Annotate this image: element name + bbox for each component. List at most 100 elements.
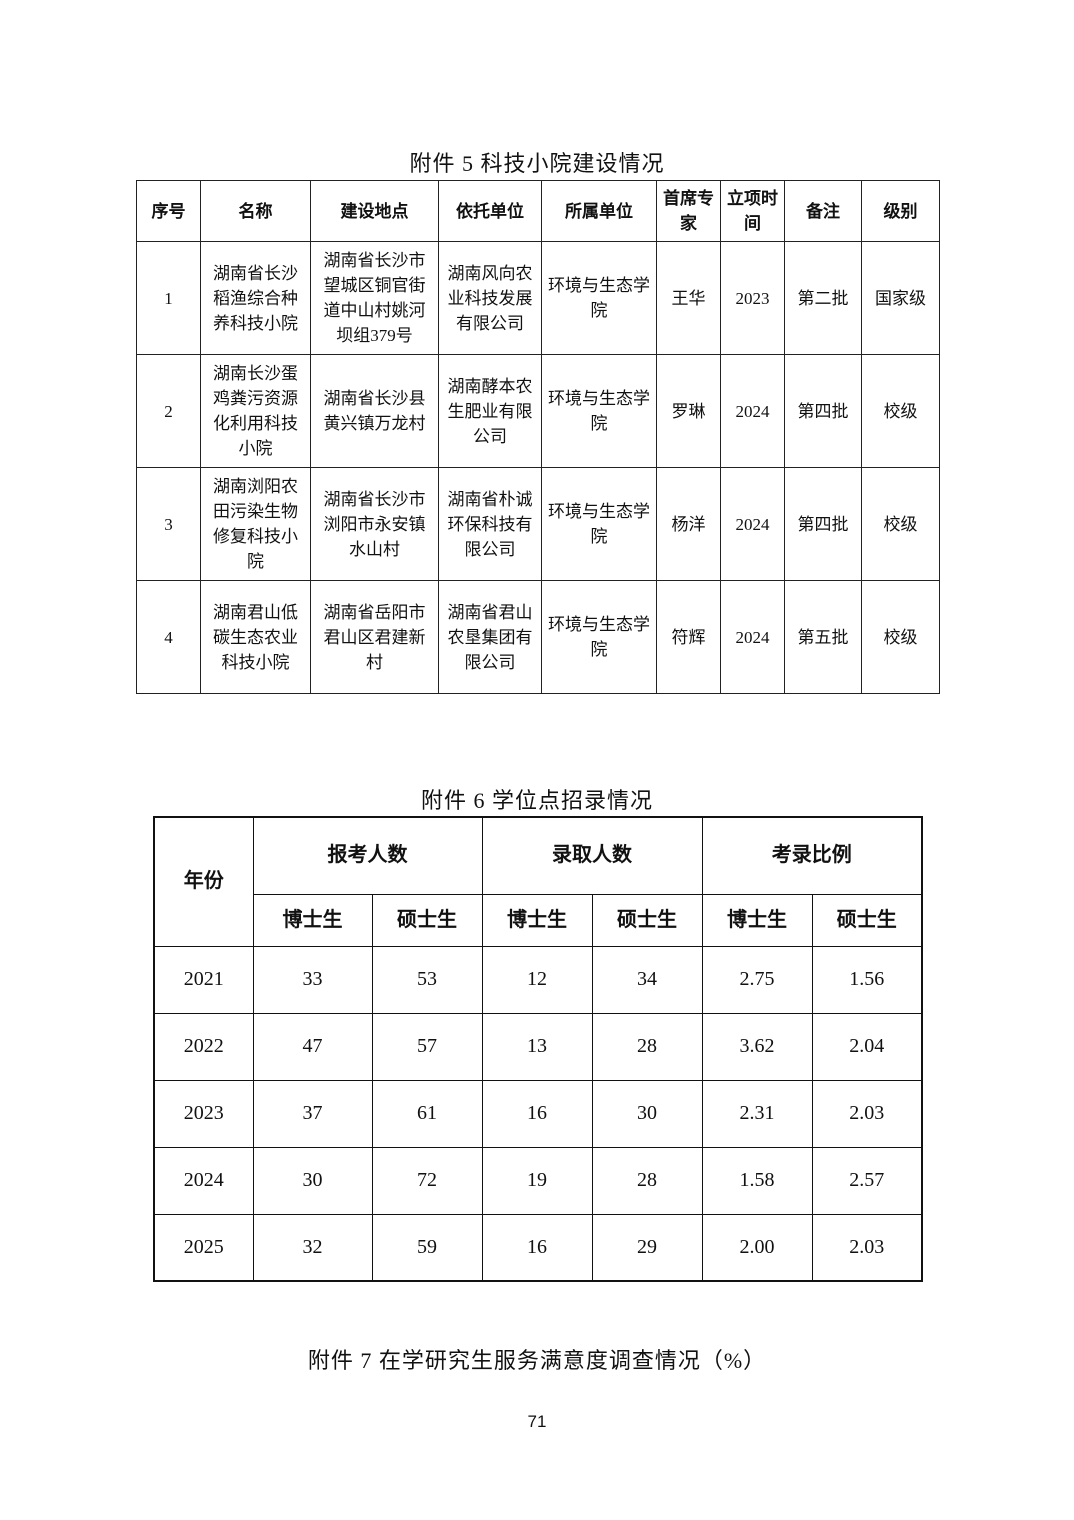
column-header: 序号 — [136, 180, 201, 242]
column-header: 名称 — [200, 180, 311, 242]
table-cell: 19 — [481, 1146, 593, 1215]
table-cell: 29 — [591, 1213, 703, 1282]
table-cell: 湖南长沙蛋鸡粪污资源化利用科技小院 — [200, 354, 311, 468]
table-cell: 2.04 — [811, 1012, 923, 1081]
table-cell: 2.00 — [701, 1213, 813, 1282]
table-cell: 第五批 — [784, 580, 862, 694]
table-cell: 72 — [371, 1146, 483, 1215]
table-cell: 环境与生态学院 — [541, 580, 657, 694]
table-cell: 校级 — [861, 467, 940, 581]
table-cell: 30 — [591, 1079, 703, 1148]
table-cell: 环境与生态学院 — [541, 467, 657, 581]
table-cell: 湖南浏阳农田污染生物修复科技小院 — [200, 467, 311, 581]
table-cell: 湖南省岳阳市君山区君建新村 — [310, 580, 439, 694]
table-cell: 37 — [252, 1079, 373, 1148]
table-cell: 12 — [481, 945, 593, 1014]
table-row: 3 湖南浏阳农田污染生物修复科技小院 湖南省长沙市浏阳市永安镇水山村 湖南省朴诚环保科… — [136, 467, 940, 581]
column-header: 建设地点 — [310, 180, 439, 242]
table-cell: 59 — [371, 1213, 483, 1282]
sub-header: 硕士生 — [811, 893, 923, 947]
table-cell: 16 — [481, 1213, 593, 1282]
table5-title: 附件 5 科技小院建设情况 — [409, 151, 665, 176]
table-cell: 湖南省长沙县黄兴镇万龙村 — [310, 354, 439, 468]
table-cell: 2025 — [153, 1213, 254, 1282]
table-cell: 湖南省长沙市望城区铜官街道中山村姚河坝组379号 — [310, 241, 439, 355]
table7-title: 附件 7 在学研究生服务满意度调查情况（%） — [307, 1348, 767, 1373]
table-cell: 第四批 — [784, 354, 862, 468]
table-cell: 第四批 — [784, 467, 862, 581]
column-header: 依托单位 — [438, 180, 542, 242]
table-cell: 校级 — [861, 354, 940, 468]
column-header: 首席专家 — [656, 180, 721, 242]
science-courtyard-table: 序号 名称 建设地点 依托单位 所属单位 首席专家 立项时间 备注 级别 1 湖南省长沙稻渔综合种… — [136, 180, 940, 694]
table-cell: 湖南君山低碳生态农业科技小院 — [200, 580, 311, 694]
table-cell: 校级 — [861, 580, 940, 694]
year-header: 年份 — [153, 816, 254, 947]
sub-header: 硕士生 — [591, 893, 703, 947]
table-cell: 30 — [252, 1146, 373, 1215]
table-cell: 2024 — [153, 1146, 254, 1215]
table-sub-header-row: 博士生 硕士生 博士生 硕士生 博士生 硕士生 — [154, 893, 923, 947]
table-cell: 28 — [591, 1146, 703, 1215]
table-row: 4 湖南君山低碳生态农业科技小院 湖南省岳阳市君山区君建新村 湖南省君山农垦集团有限公… — [136, 580, 940, 694]
table-cell: 湖南风向农业科技发展有限公司 — [438, 241, 542, 355]
table-cell: 4 — [136, 580, 201, 694]
table-cell: 2.75 — [701, 945, 813, 1014]
table-cell: 3 — [136, 467, 201, 581]
table-cell: 2024 — [720, 580, 785, 694]
table-cell: 61 — [371, 1079, 483, 1148]
table-cell: 1.58 — [701, 1146, 813, 1215]
table-group-header-row: 年份 报考人数 录取人数 考录比例 — [153, 816, 923, 947]
table-cell: 王华 — [656, 241, 721, 355]
table-cell: 2.31 — [701, 1079, 813, 1148]
table-cell: 32 — [252, 1213, 373, 1282]
table-cell: 13 — [481, 1012, 593, 1081]
sub-header: 硕士生 — [371, 893, 483, 947]
table-cell: 国家级 — [861, 241, 940, 355]
table-row: 2 湖南长沙蛋鸡粪污资源化利用科技小院 湖南省长沙县黄兴镇万龙村 湖南酵本农生肥业有限… — [136, 354, 940, 468]
page-number: 71 — [527, 1412, 547, 1431]
table-cell: 28 — [591, 1012, 703, 1081]
table-cell: 湖南酵本农生肥业有限公司 — [438, 354, 542, 468]
table-cell: 罗琳 — [656, 354, 721, 468]
table-row: 2021 33 53 12 34 2.75 1.56 — [153, 945, 923, 1014]
table-cell: 2024 — [720, 354, 785, 468]
table-row: 2023 37 61 16 30 2.31 2.03 — [153, 1079, 923, 1148]
table-cell: 符辉 — [656, 580, 721, 694]
table-row: 2022 47 57 13 28 3.62 2.04 — [153, 1012, 923, 1081]
table-cell: 环境与生态学院 — [541, 354, 657, 468]
table-cell: 2.57 — [811, 1146, 923, 1215]
table-cell: 34 — [591, 945, 703, 1014]
table-row: 2024 30 72 19 28 1.58 2.57 — [153, 1146, 923, 1215]
table-header-row: 序号 名称 建设地点 依托单位 所属单位 首席专家 立项时间 备注 级别 — [136, 180, 940, 242]
table-cell: 2022 — [153, 1012, 254, 1081]
table-row: 1 湖南省长沙稻渔综合种养科技小院 湖南省长沙市望城区铜官街道中山村姚河坝组379号… — [136, 241, 940, 355]
table-cell: 湖南省君山农垦集团有限公司 — [438, 580, 542, 694]
table-cell: 2023 — [153, 1079, 254, 1148]
table-cell: 33 — [252, 945, 373, 1014]
table-cell: 2 — [136, 354, 201, 468]
table-cell: 环境与生态学院 — [541, 241, 657, 355]
table-cell: 2021 — [153, 945, 254, 1014]
column-header: 级别 — [861, 180, 940, 242]
table-cell: 2.03 — [811, 1079, 923, 1148]
table-cell: 杨洋 — [656, 467, 721, 581]
table-cell: 47 — [252, 1012, 373, 1081]
table-cell: 湖南省朴诚环保科技有限公司 — [438, 467, 542, 581]
column-header: 备注 — [784, 180, 862, 242]
group-header: 报考人数 — [252, 816, 483, 895]
sub-header: 博士生 — [252, 893, 373, 947]
table6-title: 附件 6 学位点招录情况 — [420, 788, 653, 813]
table-cell: 2023 — [720, 241, 785, 355]
degree-enrollment-table: 年份 报考人数 录取人数 考录比例 博士生 硕士生 博士生 硕士生 博士生 硕士生 202… — [153, 816, 923, 1282]
table-cell: 57 — [371, 1012, 483, 1081]
table-cell: 53 — [371, 945, 483, 1014]
table-cell: 3.62 — [701, 1012, 813, 1081]
group-header: 考录比例 — [701, 816, 923, 895]
column-header: 所属单位 — [541, 180, 657, 242]
sub-header: 博士生 — [701, 893, 813, 947]
table-cell: 湖南省长沙稻渔综合种养科技小院 — [200, 241, 311, 355]
table-cell: 2024 — [720, 467, 785, 581]
table-cell: 湖南省长沙市浏阳市永安镇水山村 — [310, 467, 439, 581]
table-cell: 2.03 — [811, 1213, 923, 1282]
